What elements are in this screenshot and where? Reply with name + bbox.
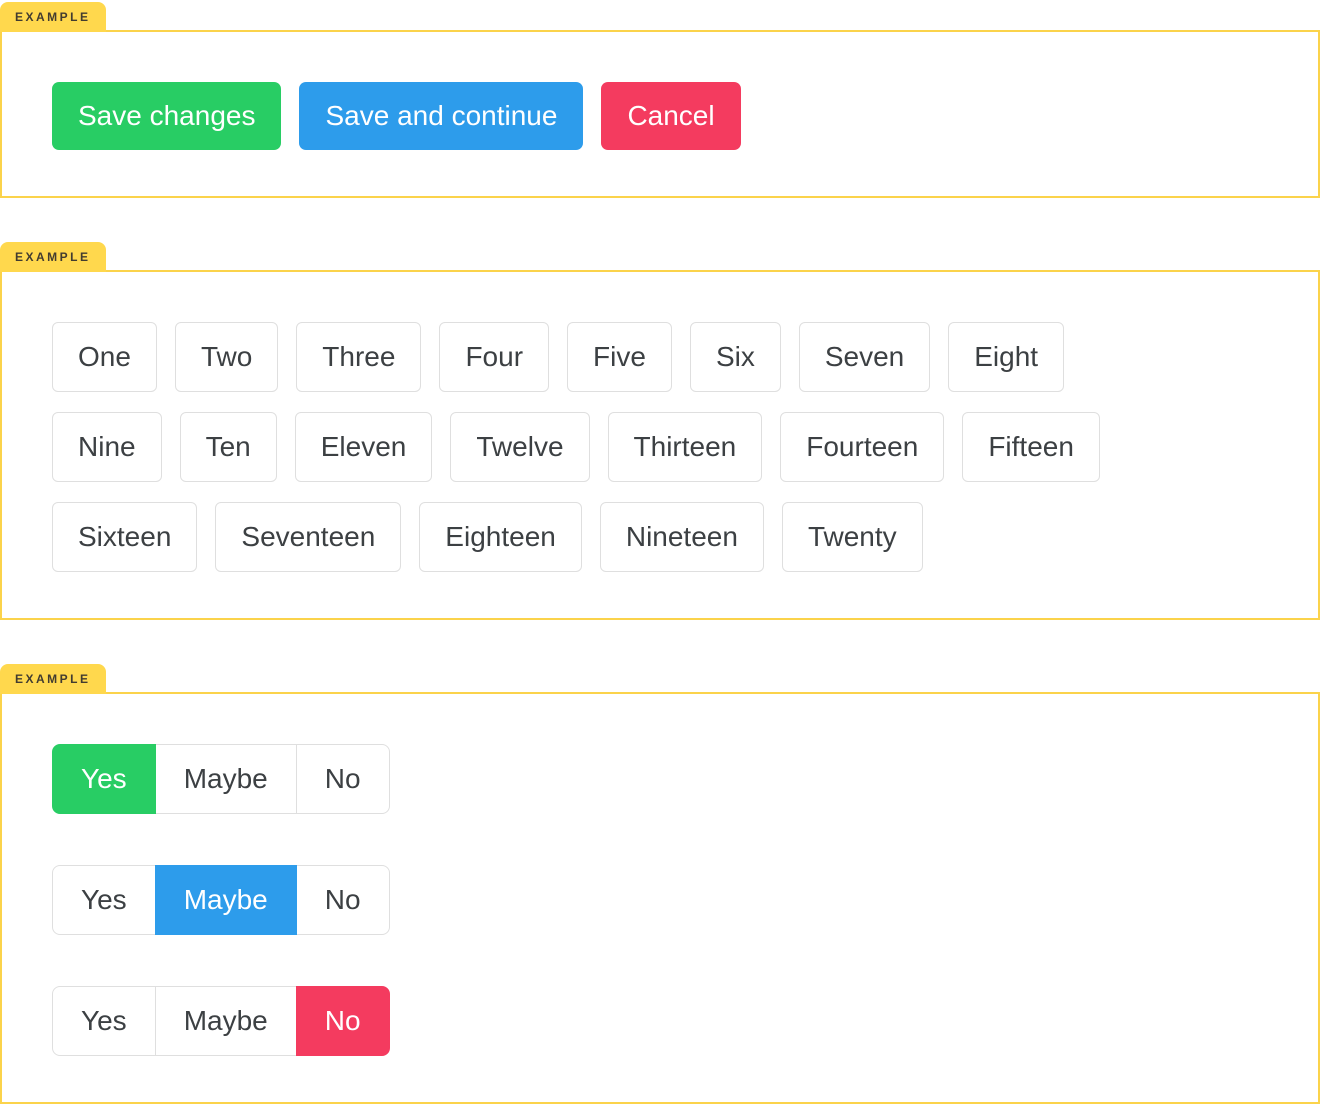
segment-yes[interactable]: Yes xyxy=(52,986,156,1056)
number-button-row: Sixteen Seventeen Eighteen Nineteen Twen… xyxy=(52,502,923,572)
segment-maybe[interactable]: Maybe xyxy=(154,986,297,1056)
number-button-eight[interactable]: Eight xyxy=(948,322,1065,392)
segment-maybe[interactable]: Maybe xyxy=(154,865,297,935)
number-button-one[interactable]: One xyxy=(52,322,157,392)
segment-maybe[interactable]: Maybe xyxy=(154,744,297,814)
segment-no[interactable]: No xyxy=(295,744,390,814)
number-button-nineteen[interactable]: Nineteen xyxy=(599,502,764,572)
example-box: One Two Three Four Five Six Seven Eight … xyxy=(0,270,1320,620)
number-button-eleven[interactable]: Eleven xyxy=(294,412,433,482)
example-tab: EXAMPLE xyxy=(0,242,106,272)
action-button-row: Save changes Save and continue Cancel xyxy=(52,82,1268,150)
example-section-action-buttons: EXAMPLE Save changes Save and continue C… xyxy=(0,0,1320,198)
segmented-group-maybe-selected: Yes Maybe No xyxy=(52,865,390,935)
example-tab: EXAMPLE xyxy=(0,2,106,32)
number-button-eighteen[interactable]: Eighteen xyxy=(419,502,582,572)
example-box: Yes Maybe No Yes Maybe No Yes Maybe No xyxy=(0,692,1320,1104)
segmented-group-no-selected: Yes Maybe No xyxy=(52,986,390,1056)
number-button-sixteen[interactable]: Sixteen xyxy=(52,502,198,572)
number-button-three[interactable]: Three xyxy=(296,322,422,392)
number-button-five[interactable]: Five xyxy=(567,322,672,392)
number-button-twenty[interactable]: Twenty xyxy=(781,502,923,572)
number-button-fifteen[interactable]: Fifteen xyxy=(962,412,1100,482)
example-box: Save changes Save and continue Cancel xyxy=(0,30,1320,198)
number-button-row: One Two Three Four Five Six Seven Eight xyxy=(52,322,1065,392)
number-button-fourteen[interactable]: Fourteen xyxy=(780,412,945,482)
number-button-twelve[interactable]: Twelve xyxy=(450,412,590,482)
save-changes-button[interactable]: Save changes xyxy=(52,82,282,150)
number-button-thirteen[interactable]: Thirteen xyxy=(607,412,763,482)
number-button-four[interactable]: Four xyxy=(439,322,550,392)
example-tab: EXAMPLE xyxy=(0,664,106,694)
cancel-button[interactable]: Cancel xyxy=(601,82,741,150)
save-and-continue-button[interactable]: Save and continue xyxy=(299,82,584,150)
number-button-seven[interactable]: Seven xyxy=(798,322,931,392)
number-button-rows: One Two Three Four Five Six Seven Eight … xyxy=(52,322,1268,572)
segment-yes[interactable]: Yes xyxy=(52,865,156,935)
number-button-ten[interactable]: Ten xyxy=(179,412,277,482)
number-button-seventeen[interactable]: Seventeen xyxy=(215,502,402,572)
number-button-nine[interactable]: Nine xyxy=(52,412,162,482)
number-button-six[interactable]: Six xyxy=(689,322,781,392)
segmented-group-list: Yes Maybe No Yes Maybe No Yes Maybe No xyxy=(52,744,1268,1056)
segment-yes[interactable]: Yes xyxy=(52,744,156,814)
example-section-segmented-groups: EXAMPLE Yes Maybe No Yes Maybe No Yes Ma… xyxy=(0,662,1320,1104)
segment-no[interactable]: No xyxy=(295,865,390,935)
number-button-two[interactable]: Two xyxy=(174,322,279,392)
segmented-group-yes-selected: Yes Maybe No xyxy=(52,744,390,814)
segment-no[interactable]: No xyxy=(295,986,390,1056)
number-button-row: Nine Ten Eleven Twelve Thirteen Fourteen… xyxy=(52,412,1100,482)
example-section-number-buttons: EXAMPLE One Two Three Four Five Six Seve… xyxy=(0,240,1320,620)
